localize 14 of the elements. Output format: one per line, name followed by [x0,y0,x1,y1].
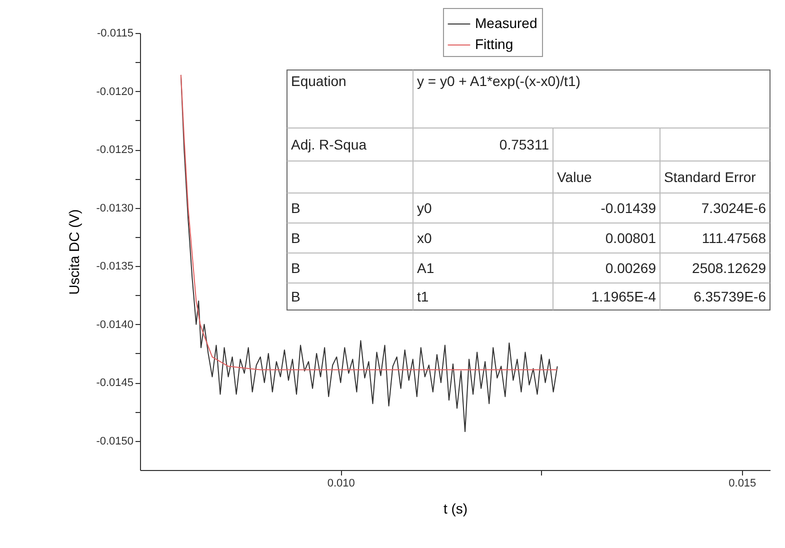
y-tick-label: -0.0115 [97,28,134,40]
legend-label: Fitting [475,36,514,52]
y-axis-title: Uscita DC (V) [66,209,82,295]
y-tick-label: -0.0130 [96,202,134,214]
y-tick-label: -0.0140 [96,318,134,331]
y-tick-label: -0.0120 [96,86,134,98]
x-axis-title: t (s) [443,500,468,516]
legend-label: Measured [475,15,538,31]
y-tick-label: -0.0150 [96,435,134,448]
y-tick-label: -0.0145 [96,377,134,390]
x-tick-label: 0.010 [327,478,355,490]
y-tick-label: -0.0125 [96,144,134,156]
x-tick-label: 0.015 [728,478,756,490]
y-tick-label: -0.0135 [96,260,134,273]
